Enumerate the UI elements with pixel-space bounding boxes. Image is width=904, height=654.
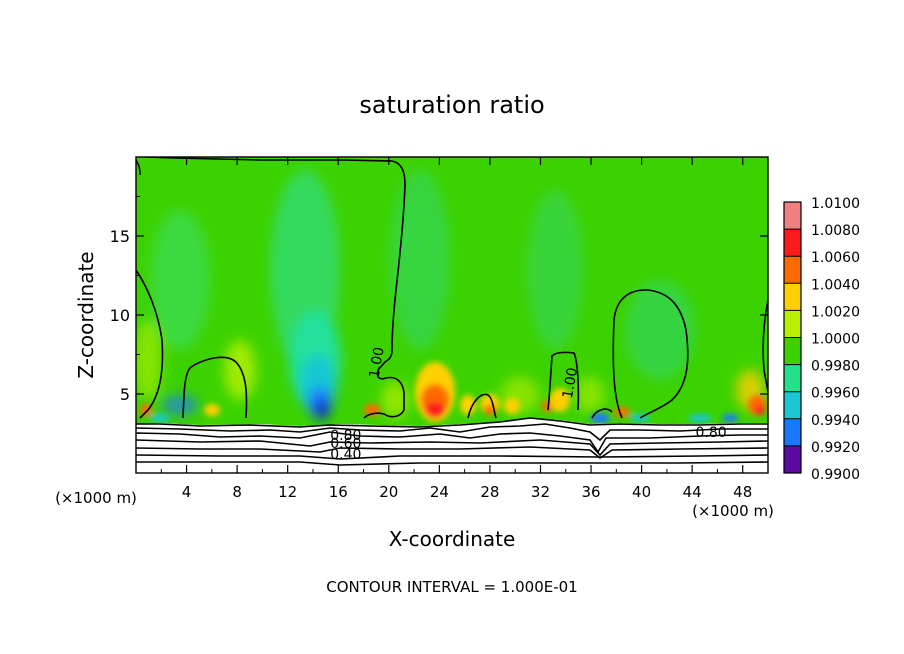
colorbar: 1.0100 1.0080 1.0060 1.0040 1.0020 1.0000 0.99…: [783, 196, 860, 483]
contour-label: 1.00: [367, 346, 388, 379]
colorbar-swatch: [784, 283, 801, 311]
colorbar-label: 0.9940: [811, 413, 860, 429]
x-tick-label: 8: [232, 483, 242, 501]
y-axis-ticks: 5 10 15: [110, 196, 768, 434]
contour-label: 0.60: [330, 436, 361, 452]
colorbar-label: 1.0080: [811, 223, 860, 239]
colorbar-swatch: [784, 445, 801, 473]
x-tick-label: 24: [430, 483, 449, 501]
contour-interval-note: CONTOUR INTERVAL = 1.000E-01: [326, 578, 577, 596]
y-tick-label: 10: [110, 306, 130, 325]
contour-label: 0.80: [330, 428, 361, 444]
chart-title: saturation ratio: [359, 91, 544, 119]
contour-labels: 1.001.000.800.600.400.80: [330, 346, 726, 463]
colorbar-label: 1.0020: [811, 304, 860, 320]
y-tick-label: 15: [110, 227, 130, 246]
x-tick-label: 12: [278, 483, 297, 501]
colorbar-swatch: [784, 364, 801, 392]
colorbar-swatch: [784, 391, 801, 419]
x-unit-label-right: (×1000 m): [692, 502, 774, 520]
x-axis-ticks: 4 8 12 16 20 24 28 32 36 40 44 48: [160, 157, 752, 501]
colorbar-swatch: [784, 418, 801, 446]
x-axis-label: X-coordinate: [389, 527, 516, 551]
colorbar-swatch: [784, 256, 801, 284]
x-tick-label: 48: [733, 483, 752, 501]
colorbar-label: 0.9960: [811, 386, 860, 402]
x-tick-label: 32: [531, 483, 550, 501]
contour-label: 0.80: [696, 425, 727, 441]
colorbar-label: 1.0060: [811, 250, 860, 266]
colorbar-frame: [783, 201, 802, 474]
colorbar-swatch: [784, 310, 801, 338]
colorbar-swatch: [784, 202, 801, 230]
y-axis-label: Z-coordinate: [74, 251, 98, 378]
colorbar-swatch: [784, 337, 801, 365]
x-unit-label-left: (×1000 m): [55, 489, 137, 507]
contour-label: 1.00: [560, 366, 581, 399]
saturation-field: [136, 157, 768, 473]
colorbar-label: 0.9980: [811, 359, 860, 375]
x-tick-label: 4: [182, 483, 192, 501]
x-tick-label: 16: [329, 483, 348, 501]
colorbar-label: 0.9920: [811, 440, 860, 456]
x-tick-label: 40: [632, 483, 651, 501]
colorbar-swatch: [784, 229, 801, 257]
colorbar-label: 1.0040: [811, 277, 860, 293]
colorbar-label: 1.0100: [811, 196, 860, 212]
colorbar-label: 0.9900: [811, 467, 860, 483]
y-tick-label: 5: [120, 385, 130, 404]
colorbar-label: 1.0000: [811, 332, 860, 348]
x-tick-label: 44: [683, 483, 702, 501]
contour-lines: [136, 157, 768, 466]
x-tick-label: 28: [480, 483, 499, 501]
contour-label: 0.40: [330, 447, 361, 463]
x-tick-label: 36: [581, 483, 600, 501]
x-tick-label: 20: [379, 483, 398, 501]
